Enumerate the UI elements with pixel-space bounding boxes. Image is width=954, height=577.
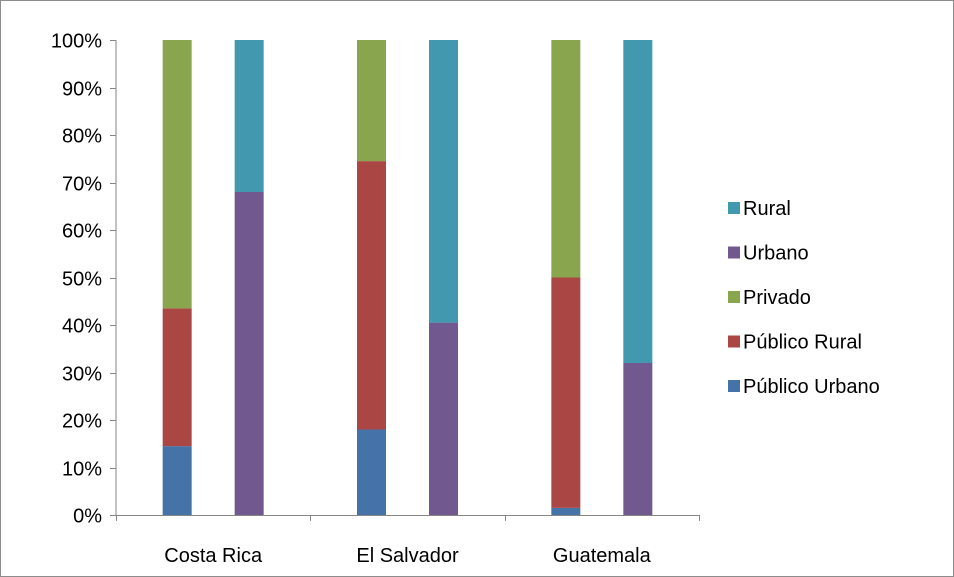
y-tick-label: 0%: [73, 506, 102, 528]
y-tick-label: 50%: [62, 269, 102, 291]
legend-label: Urbano: [743, 243, 809, 265]
bar-guatemala-rural: [623, 40, 653, 363]
bar-guatemala-urbano: [623, 363, 653, 515]
bar-costa-rica-rural: [234, 40, 264, 192]
y-axis: 0% 10% 20% 30% 40% 50% 60% 70% 80% 90% 100%: [51, 31, 117, 528]
y-tick-label: 30%: [62, 364, 102, 386]
legend-label: Público Rural: [743, 332, 862, 354]
legend: Rural Urbano Privado Público Rural Público U…: [728, 198, 880, 398]
legend-item-publico-urbano: Público Urbano: [728, 376, 880, 398]
legend-swatch: [728, 335, 740, 348]
y-tick-label: 40%: [62, 316, 102, 338]
y-tick-label: 90%: [62, 79, 102, 101]
y-tick-label: 80%: [62, 126, 102, 148]
bar-costa-rica-publico-rural: [162, 308, 192, 447]
bar-el-salvador-publico-urbano: [357, 429, 386, 515]
bar-el-salvador-publico-rural: [357, 161, 386, 430]
bar-guatemala-publico-rural: [551, 277, 581, 508]
x-tick-label: El Salvador: [356, 545, 459, 567]
bar-costa-rica-privado: [162, 40, 192, 309]
bars: [162, 40, 653, 515]
legend-item-urbano: Urbano: [728, 243, 809, 265]
y-tick-label: 70%: [62, 174, 102, 196]
legend-item-privado: Privado: [728, 287, 811, 309]
bar-costa-rica-urbano: [234, 192, 264, 515]
x-axis: Costa Rica El Salvador Guatemala: [116, 515, 700, 567]
bar-el-salvador-rural: [429, 40, 458, 323]
y-tick-label: 10%: [62, 459, 102, 481]
legend-swatch: [728, 380, 740, 392]
legend-label: Público Urbano: [743, 376, 880, 398]
legend-item-rural: Rural: [728, 198, 791, 220]
bar-costa-rica-publico-urbano: [162, 446, 192, 515]
bar-guatemala-publico-urbano: [551, 507, 581, 515]
bar-guatemala-privado: [551, 40, 581, 278]
y-tick-label: 20%: [62, 411, 102, 433]
x-tick-label: Guatemala: [553, 545, 652, 567]
y-tick-label: 100%: [51, 31, 102, 53]
x-tick-label: Costa Rica: [164, 545, 263, 567]
legend-swatch: [728, 202, 740, 214]
bar-el-salvador-privado: [357, 40, 386, 162]
legend-label: Rural: [743, 198, 791, 220]
legend-swatch: [728, 246, 740, 259]
y-tick-label: 60%: [62, 221, 102, 243]
legend-label: Privado: [743, 287, 811, 309]
legend-item-publico-rural: Público Rural: [728, 332, 862, 354]
legend-swatch: [728, 291, 740, 303]
bar-el-salvador-urbano: [429, 322, 458, 515]
